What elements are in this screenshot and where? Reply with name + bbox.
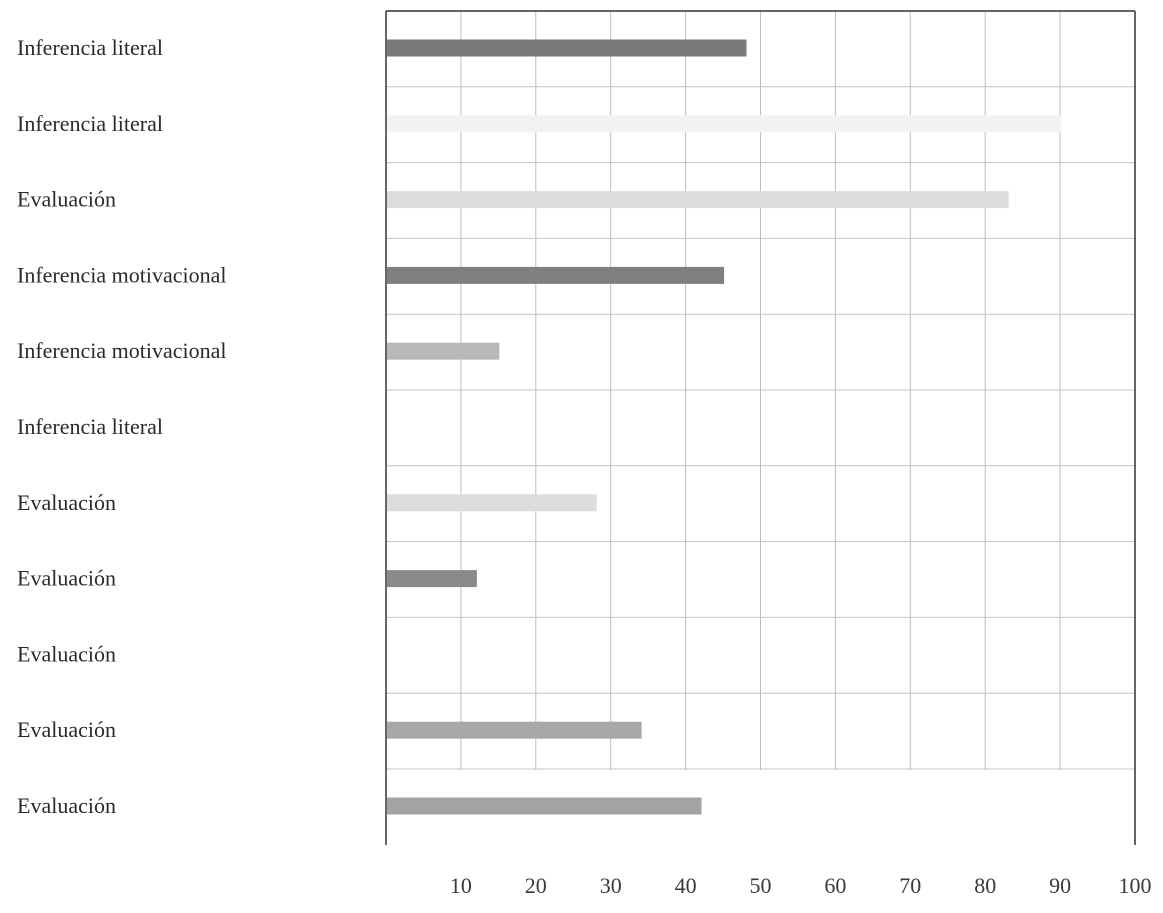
bar-layer: [387, 39, 1062, 815]
label-layer: Inferencia literal Inferencia literal Eval…: [17, 35, 1152, 898]
bar-6: [387, 494, 597, 512]
x-tick-label-7: 80: [974, 873, 996, 898]
x-tick-label-2: 30: [600, 873, 622, 898]
category-label-6: Evaluación: [17, 490, 116, 515]
category-label-9: Evaluación: [17, 717, 116, 742]
bar-4: [387, 342, 500, 360]
category-label-5: Inferencia literal: [17, 414, 163, 439]
axis-layer: [385, 10, 1136, 845]
category-label-0: Inferencia literal: [17, 35, 163, 60]
category-label-2: Evaluación: [17, 187, 116, 212]
x-tick-label-1: 20: [525, 873, 547, 898]
category-label-7: Evaluación: [17, 566, 116, 591]
bar-1: [387, 115, 1062, 133]
bar-7: [387, 570, 477, 588]
bar-2: [387, 191, 1009, 209]
x-tick-label-0: 10: [450, 873, 472, 898]
category-label-8: Evaluación: [17, 641, 116, 666]
x-tick-label-9: 100: [1119, 873, 1152, 898]
x-tick-label-5: 60: [824, 873, 846, 898]
x-tick-label-4: 50: [750, 873, 772, 898]
x-tick-label-3: 40: [675, 873, 697, 898]
bar-9: [387, 721, 642, 739]
category-label-4: Inferencia motivacional: [17, 338, 227, 363]
category-label-1: Inferencia literal: [17, 111, 163, 136]
x-tick-label-8: 90: [1049, 873, 1071, 898]
bar-0: [387, 39, 747, 57]
x-tick-label-6: 70: [899, 873, 921, 898]
category-label-10: Evaluación: [17, 793, 116, 818]
category-label-3: Inferencia motivacional: [17, 262, 227, 287]
bar-3: [387, 266, 725, 284]
bar-10: [387, 797, 702, 815]
grid-layer: [386, 11, 1135, 770]
